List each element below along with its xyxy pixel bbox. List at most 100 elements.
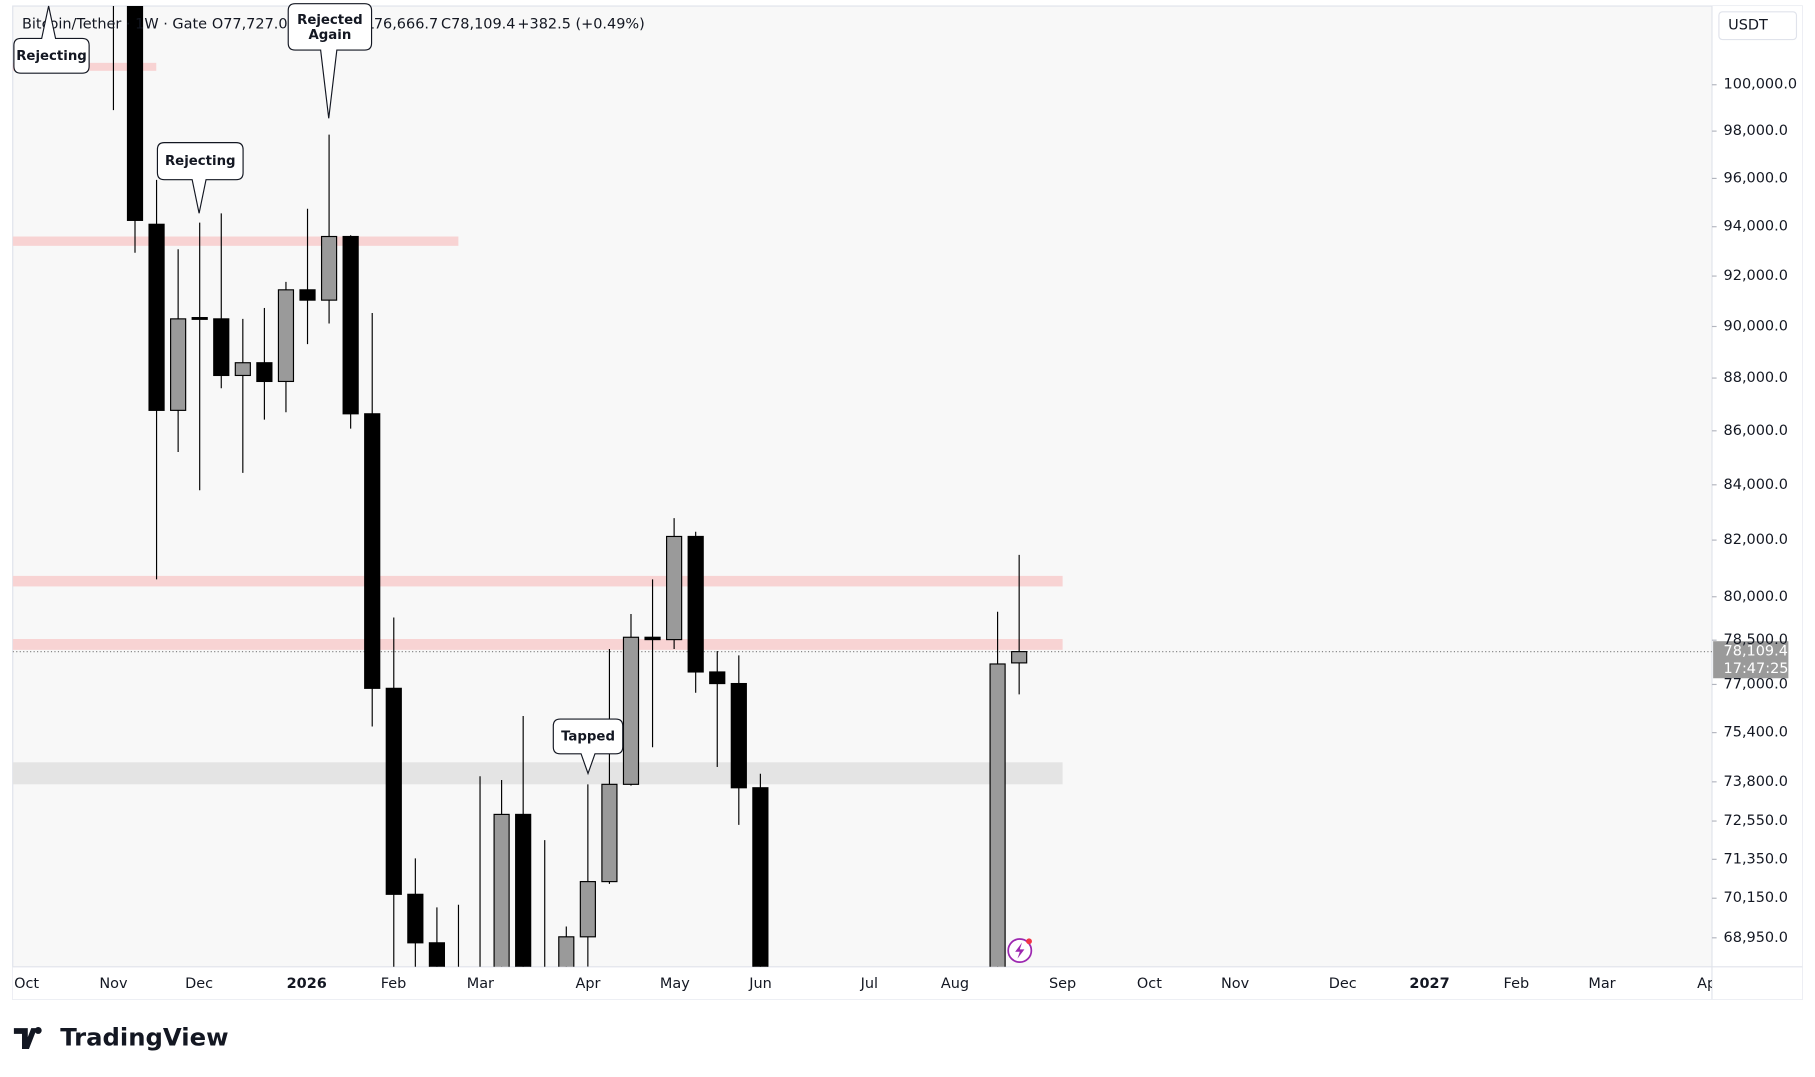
candle-body: [451, 1004, 466, 1056]
x-tick-label: Dec: [1329, 976, 1357, 992]
y-tick-label: 75,400.0: [1724, 725, 1788, 741]
candle-body: [342, 235, 359, 415]
ohlc-value: C78,109.4: [441, 17, 515, 33]
x-tick-label: Dec: [185, 976, 213, 992]
x-tick-label: Oct: [1137, 976, 1162, 992]
x-tick-label: 2026: [287, 976, 327, 992]
callout: [156, 142, 244, 214]
y-tick-label: 72,550.0: [1724, 813, 1788, 829]
y-tick-label: 100,000.0: [1724, 77, 1798, 93]
candle-body: [191, 317, 208, 320]
candle-body: [213, 318, 230, 377]
candle-body: [385, 687, 402, 895]
candle-body: [126, 6, 144, 221]
candle-body: [148, 223, 165, 411]
y-tick-label: 94,000.0: [1724, 219, 1788, 235]
candle-body: [666, 535, 683, 641]
candle-body: [644, 636, 661, 641]
candle-body: [752, 787, 769, 967]
callout-label: Rejecting: [165, 154, 236, 169]
replay-icon[interactable]: [1007, 938, 1033, 964]
y-tick-label: 70,150.0: [1724, 890, 1788, 906]
ohlc-value: L76,666.7: [366, 17, 438, 33]
callout: [13, 5, 90, 74]
callout-label: Rejected Again: [297, 13, 363, 43]
y-tick-label: 98,000.0: [1724, 123, 1788, 139]
x-tick-label: Mar: [1588, 976, 1615, 992]
callout-line: Rejected: [297, 13, 363, 28]
brand: TradingView: [60, 1023, 228, 1052]
candle-body: [256, 362, 273, 383]
callout: [552, 718, 624, 776]
chart-pane: [12, 5, 1803, 1000]
x-tick-label: Mar: [467, 976, 494, 992]
candle-body: [1011, 651, 1028, 664]
y-tick-label: 73,800.0: [1724, 774, 1788, 790]
candle-body: [277, 289, 295, 383]
price-zone: [12, 575, 1063, 587]
callout-line: Again: [308, 28, 351, 43]
x-tick-label: Jul: [860, 976, 878, 992]
last-price-box: [1713, 641, 1789, 679]
price-axis: [1711, 6, 1803, 1000]
candle-body: [558, 936, 575, 967]
x-tick-label: Oct: [14, 976, 39, 992]
countdown: 17:47:25: [1724, 661, 1789, 677]
y-tick-label: 86,000.0: [1724, 423, 1788, 439]
x-tick-label: Aug: [941, 976, 969, 992]
x-tick-label: Sep: [1049, 976, 1076, 992]
candle-body: [364, 413, 381, 689]
currency-box[interactable]: [1718, 11, 1798, 41]
y-tick-label: 77,000.0: [1724, 676, 1788, 692]
time-axis: [12, 966, 1712, 1000]
y-tick-label: 78,500.0: [1724, 632, 1788, 648]
y-tick-label: 88,000.0: [1724, 370, 1788, 386]
candle-body: [730, 682, 747, 789]
y-tick-label: 80,000.0: [1724, 589, 1788, 605]
x-tick-label: Feb: [381, 976, 407, 992]
candle-body: [579, 881, 596, 938]
y-tick-label: 84,000.0: [1724, 477, 1788, 493]
overlay: Bitcoin/Tether · 1W · GateO77,727.0H81,4…: [13, 3, 1789, 776]
y-tick-label: 68,950.0: [1724, 930, 1788, 946]
y-tick-label: 71,350.0: [1724, 851, 1788, 867]
candle-body: [709, 671, 726, 685]
currency: USDT: [1728, 18, 1768, 34]
y-tick-label: 82,000.0: [1724, 532, 1788, 548]
callout-label: Rejecting: [16, 49, 87, 64]
y-tick-label: 92,000.0: [1724, 268, 1788, 284]
ohlc-value: O77,727.0: [212, 17, 288, 33]
x-tick-label: Apr: [576, 976, 601, 992]
candle-body: [428, 942, 446, 967]
price-zone: [12, 762, 1063, 785]
candle-body: [493, 813, 510, 967]
x-tick-label: 2027: [1409, 976, 1449, 992]
y-tick-label: 96,000.0: [1724, 170, 1788, 186]
price-zone: [12, 236, 459, 246]
candle-body: [687, 535, 704, 673]
candle-body: [989, 663, 1006, 967]
x-tick-label: May: [660, 976, 690, 992]
x-tick-label: Apr: [1697, 976, 1722, 992]
candle-body: [515, 813, 532, 967]
candle-body: [407, 893, 424, 944]
x-axis: Oct Nov Dec 2026 Feb Mar Apr May Jun Jul Aug Sep Oct…: [14, 976, 1722, 992]
x-tick-label: Jun: [748, 976, 772, 992]
price-zone: [12, 639, 1063, 650]
candle-body: [622, 636, 640, 785]
candle-body: [299, 289, 316, 301]
candle-body: [320, 235, 338, 301]
symbol-header: Bitcoin/Tether · 1W · Gate: [22, 17, 207, 33]
ohlc-value: +382.5 (+0.49%): [517, 17, 644, 33]
candle-body: [170, 318, 187, 411]
logo: [13, 1026, 42, 1049]
callout-label: Tapped: [561, 729, 615, 744]
x-tick-label: Nov: [1221, 976, 1250, 992]
y-tick-label: 90,000.0: [1724, 318, 1788, 334]
candle-body: [234, 362, 251, 377]
x-tick-label: Nov: [99, 976, 128, 992]
x-tick-label: Feb: [1504, 976, 1530, 992]
candle-body: [601, 783, 618, 883]
last-price-label: 78,109.4: [1724, 644, 1788, 660]
